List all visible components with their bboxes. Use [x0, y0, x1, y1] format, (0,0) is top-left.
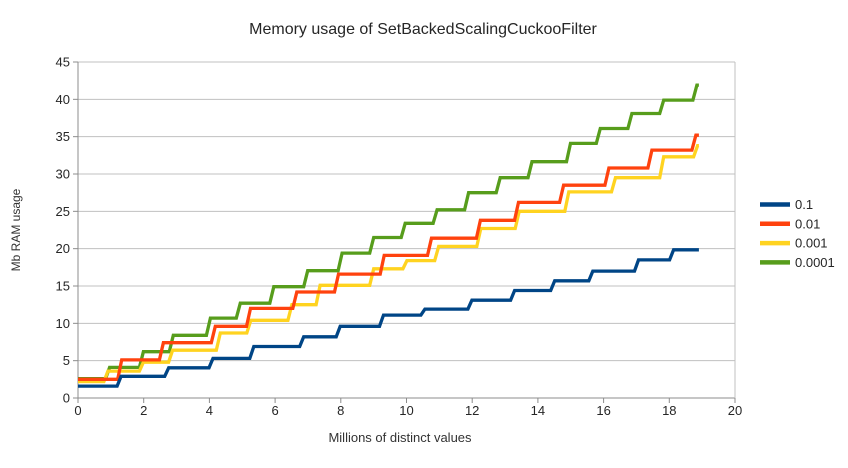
x-tick-label: 0 — [74, 403, 81, 418]
axis-layer: 0 5 10 15 20 25 30 35 40 45 0 2 4 6 8 10 12 14 16 18 20 — [56, 55, 743, 419]
chart-title: Memory usage of SetBackedScalingCuckooFi… — [249, 21, 597, 38]
series-line-0.001 — [78, 143, 700, 384]
x-tick-label: 8 — [337, 403, 344, 418]
x-axis-title: Millions of distinct values — [328, 430, 472, 445]
y-tick-label: 30 — [56, 167, 70, 182]
y-tick-label: 0 — [63, 391, 70, 406]
x-tick-label: 4 — [206, 403, 213, 418]
legend-label-0.001: 0.001 — [795, 236, 828, 251]
legend-layer: 0.1 0.01 0.001 0.0001 — [760, 197, 835, 270]
y-tick-label: 10 — [56, 316, 70, 331]
legend-label-0.0001: 0.0001 — [795, 255, 835, 270]
grid-layer — [78, 61, 735, 362]
legend-label-0.1: 0.1 — [795, 197, 813, 212]
x-tick-label: 2 — [140, 403, 147, 418]
x-tick-label: 16 — [596, 403, 610, 418]
x-tick-label: 10 — [399, 403, 413, 418]
x-tick-label: 20 — [728, 403, 742, 418]
x-tick-label: 14 — [531, 403, 545, 418]
series-line-0.1 — [78, 248, 699, 388]
y-tick-label: 45 — [56, 55, 70, 70]
y-tick-label: 25 — [56, 204, 70, 219]
x-tick-label: 18 — [662, 403, 676, 418]
y-tick-label: 35 — [56, 129, 70, 144]
y-tick-label: 15 — [56, 279, 70, 294]
series-line-0.0001 — [78, 83, 699, 381]
y-tick-label: 20 — [56, 241, 70, 256]
y-tick-label: 40 — [56, 92, 70, 107]
x-tick-label: 6 — [271, 403, 278, 418]
x-tick-label: 12 — [465, 403, 479, 418]
y-axis-title: Mb RAM usage — [9, 188, 23, 271]
series-layer — [78, 83, 700, 388]
legend-label-0.01: 0.01 — [795, 216, 820, 231]
y-tick-label: 5 — [63, 353, 70, 368]
series-line-0.01 — [78, 133, 699, 381]
